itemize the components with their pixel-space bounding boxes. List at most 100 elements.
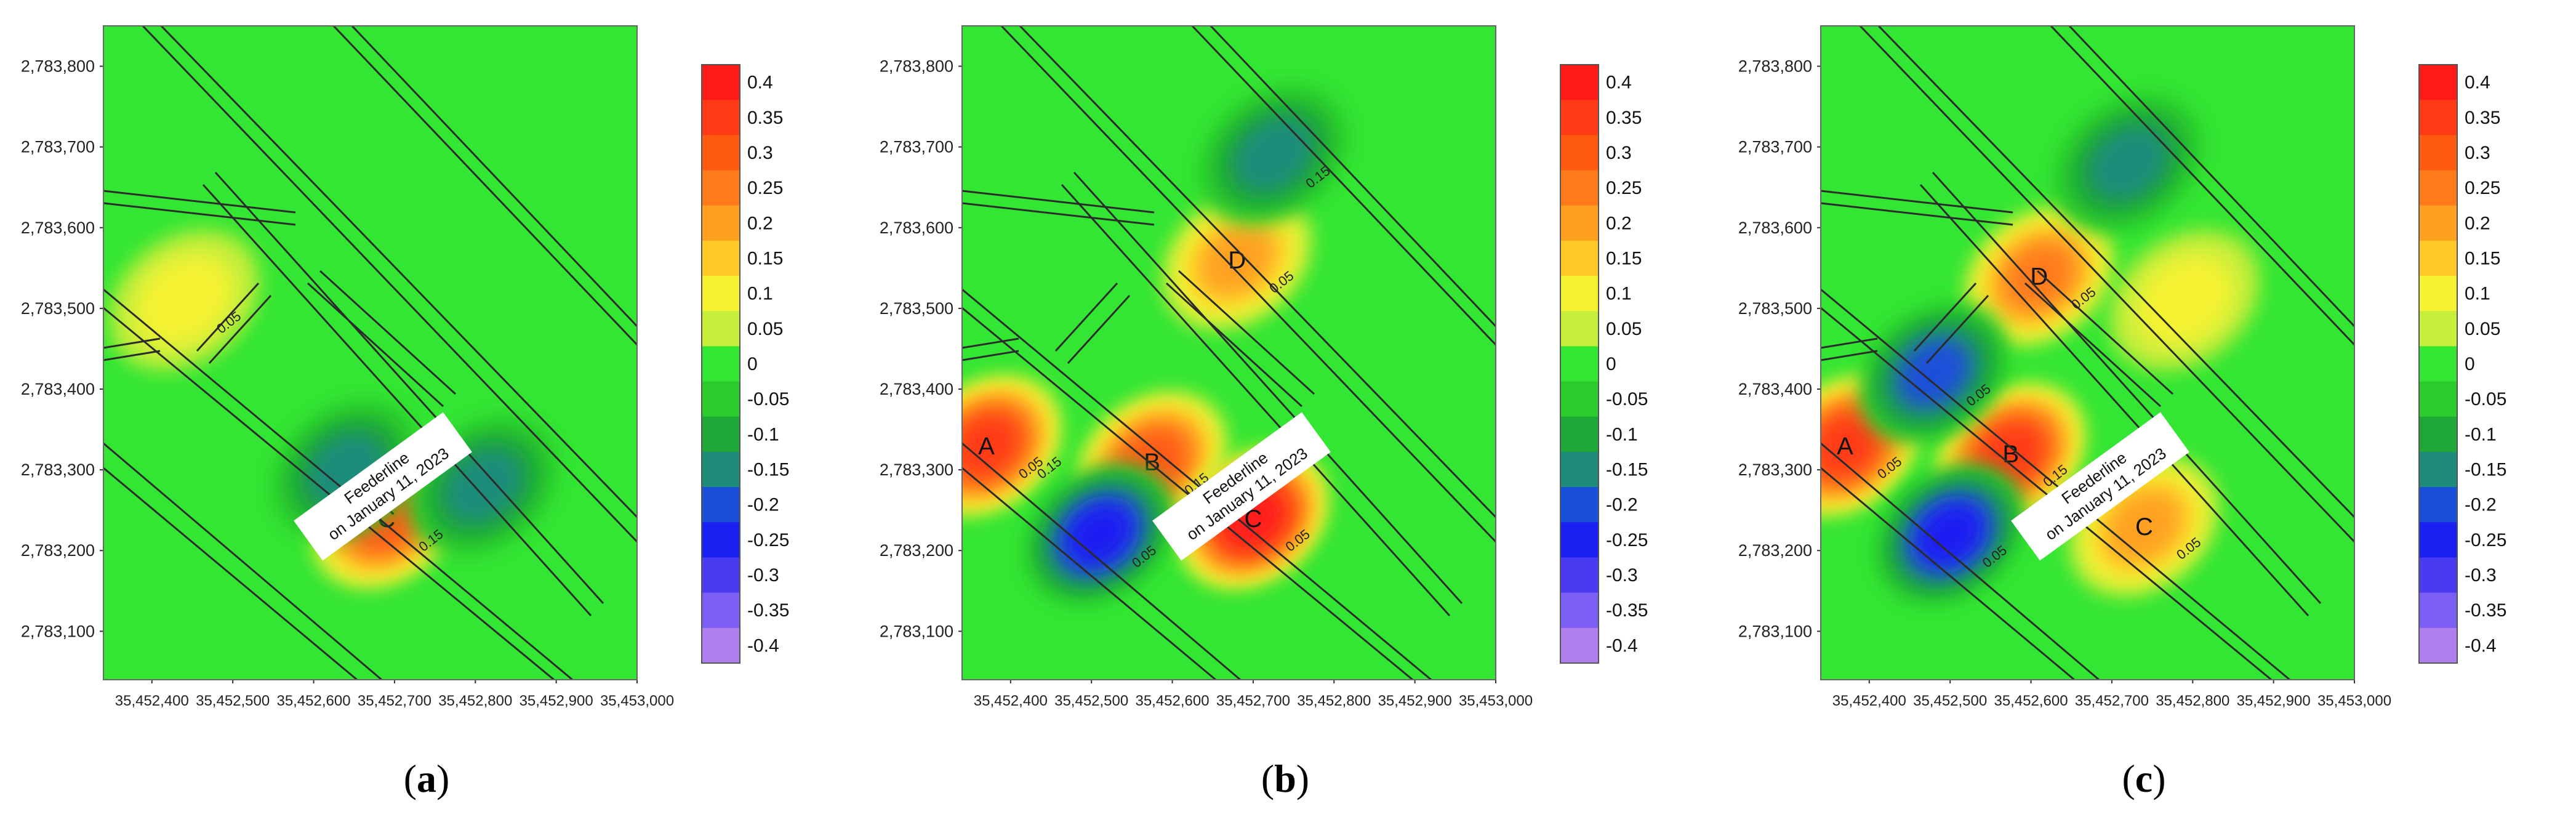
colorbar-label: -0.3 [2465, 565, 2497, 586]
anomaly-label-A: A [1837, 433, 1853, 460]
colorbar-band [2419, 170, 2457, 206]
colorbar-label: -0.2 [747, 495, 779, 515]
anomaly-label-C: C [2135, 513, 2153, 541]
y-tick-label: 2,783,600 [880, 219, 953, 237]
anomaly-label-A: A [978, 433, 995, 460]
colorbar-band [1560, 557, 1599, 594]
colorbar-label: -0.15 [2465, 460, 2506, 480]
x-tick-label: 35,453,000 [600, 693, 674, 709]
x-tick-label: 35,452,800 [2156, 693, 2229, 709]
colorbar-band [702, 522, 740, 558]
anomaly-blob-5 [1198, 85, 1349, 225]
x-tick-label: 35,452,800 [438, 693, 512, 709]
plot-frame [103, 25, 638, 680]
x-tick-label: 35,453,000 [1459, 693, 1533, 709]
colorbar-label: -0.15 [1606, 460, 1648, 480]
colorbar-band [2419, 311, 2457, 347]
anomaly-blob-4 [1875, 464, 2025, 605]
anomaly-label-D: D [2030, 263, 2048, 290]
colorbar-label: 0 [747, 354, 758, 374]
colorbar-label: 0 [1606, 354, 1616, 374]
colorbar-band [1560, 381, 1599, 417]
colorbar-label: -0.25 [747, 530, 789, 550]
x-tick-label: 35,452,700 [358, 693, 431, 709]
colorbar-label: -0.35 [2465, 600, 2506, 621]
colorbar-label: 0.1 [747, 284, 773, 304]
colorbar-label: -0.1 [1606, 424, 1638, 445]
colorbar-band [1560, 170, 1599, 206]
x-tick-label: 35,452,900 [2237, 693, 2311, 709]
colorbar-label: 0.25 [2465, 178, 2500, 198]
colorbar-band [1560, 592, 1599, 629]
y-tick-label: 2,783,100 [1738, 622, 1812, 640]
colorbar-band [702, 135, 740, 171]
colorbar-label: 0.25 [1606, 178, 1642, 198]
colorbar-label: 0.35 [747, 108, 783, 128]
y-tick-label: 2,783,300 [880, 461, 953, 479]
colorbar-band [1560, 487, 1599, 523]
colorbar-band [702, 205, 740, 241]
colorbar-label: -0.1 [747, 424, 779, 445]
colorbar-band [2419, 557, 2457, 594]
colorbar-label: -0.35 [1606, 600, 1648, 621]
caption-c: (c) [2122, 757, 2166, 800]
pipeline-lines [103, 26, 637, 680]
colorbar-band [702, 100, 740, 135]
colorbar-band [1560, 311, 1599, 347]
colorbar-label: 0.2 [2465, 213, 2490, 233]
y-tick-label: 2,783,500 [1738, 299, 1812, 318]
y-tick-label: 2,783,200 [1738, 541, 1812, 560]
y-tick-label: 2,783,800 [880, 57, 953, 76]
x-tick-label: 35,452,400 [974, 693, 1048, 709]
colorbar-label: 0.2 [1606, 213, 1632, 233]
y-tick-label: 2,783,500 [21, 299, 95, 318]
colorbar-band [702, 276, 740, 312]
colorbar-label: -0.4 [1606, 635, 1638, 656]
y-tick-label: 2,783,800 [1738, 57, 1812, 76]
y-tick-label: 2,783,400 [880, 380, 953, 398]
colorbar-label: 0.4 [747, 73, 773, 93]
colorbar-band [2419, 592, 2457, 629]
colorbar-band [702, 311, 740, 347]
colorbar-band [702, 240, 740, 276]
y-tick-label: 2,783,700 [880, 138, 953, 156]
caption-a: (a) [403, 757, 450, 800]
colorbar-label: -0.2 [1606, 495, 1638, 515]
anomaly-blob-7 [2109, 230, 2260, 371]
colorbar-band [1560, 627, 1599, 664]
colorbar-label: -0.05 [1606, 389, 1648, 409]
colorbar-label: -0.3 [747, 565, 779, 586]
y-tick-label: 2,783,400 [21, 380, 95, 398]
x-tick-label: 35,452,600 [276, 693, 350, 709]
colorbar-label: 0.1 [1606, 284, 1632, 304]
colorbar-band [702, 451, 740, 488]
colorbar-label: 0.3 [2465, 143, 2490, 163]
colorbar-label: 0.3 [747, 143, 773, 163]
colorbar-label: 0.4 [2465, 73, 2490, 93]
x-tick-label: 35,453,000 [2317, 693, 2391, 709]
plot-frame [961, 25, 1496, 680]
colorbar-band [1560, 65, 1599, 100]
x-tick-label: 35,452,500 [1913, 693, 1987, 709]
colorbar-band [2419, 205, 2457, 241]
y-tick-label: 2,783,500 [880, 299, 953, 318]
colorbar-band [1560, 135, 1599, 171]
panel-c: A B C D 0.05 0.15 0.05 0.05 0.05 0.05 Feederline on… [1717, 0, 2576, 817]
y-tick-label: 2,783,700 [21, 138, 95, 156]
y-tick-label: 2,783,400 [1738, 380, 1812, 398]
colorbar-band [2419, 381, 2457, 417]
colorbar-band [1560, 416, 1599, 453]
colorbar-label: -0.15 [747, 460, 789, 480]
anomaly-blob-5 [1859, 303, 2009, 443]
colorbar-label: 0.05 [2465, 319, 2500, 339]
colorbar-band [702, 627, 740, 664]
colorbar-label: -0.05 [747, 389, 789, 409]
colorbar-band [702, 170, 740, 206]
colorbar-band [702, 381, 740, 417]
y-tick-label: 2,783,300 [1738, 461, 1812, 479]
colorbar-band [1560, 205, 1599, 241]
colorbar-band [702, 65, 740, 100]
